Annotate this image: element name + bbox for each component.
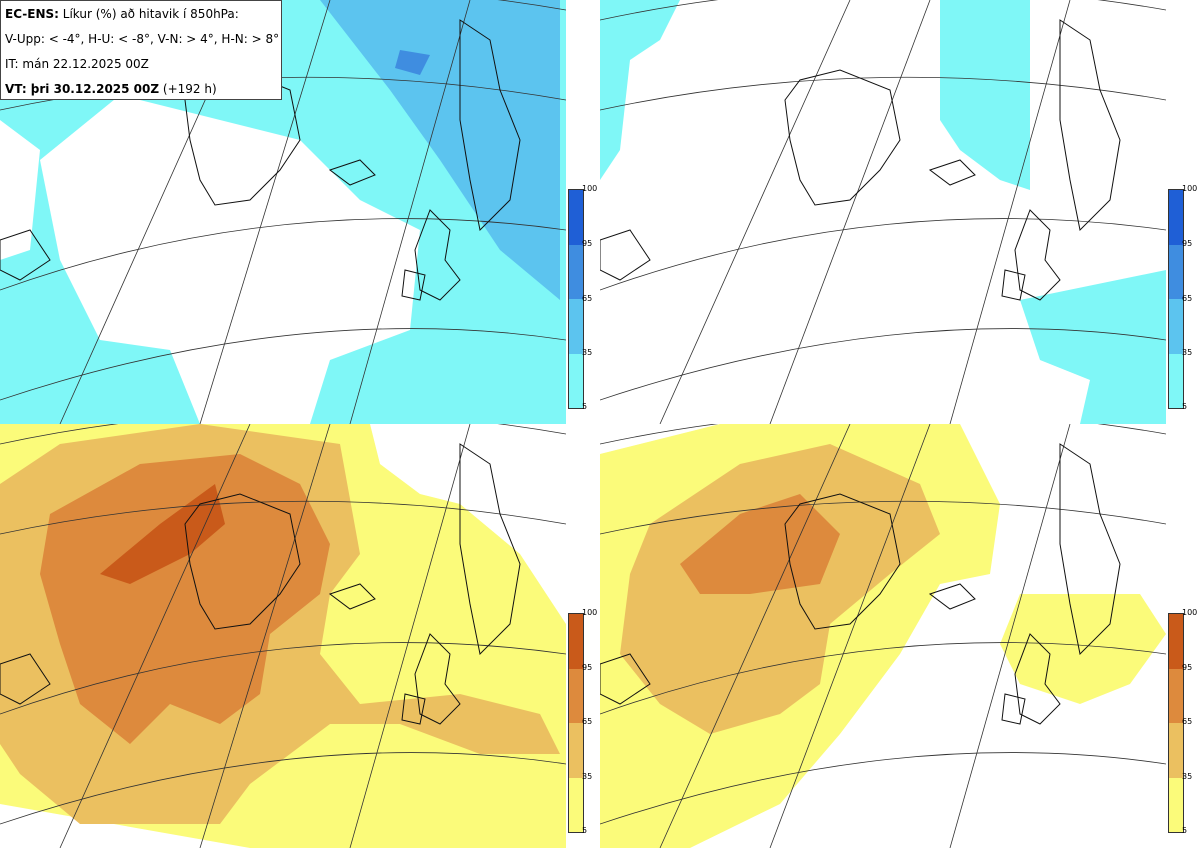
colorbar-tick: 100 [582, 184, 598, 193]
map-panel-warm-8 [600, 424, 1166, 848]
threshold-legend: V-Upp: < -4°, H-U: < -8°, V-N: > 4°, H-N… [5, 32, 280, 46]
map-description: Líkur (%) að hitavik í 850hPa: [62, 7, 239, 21]
map-panel-cold-8 [600, 0, 1166, 424]
colorbar-tick: 35 [582, 348, 593, 357]
colorbar-segment [1169, 777, 1183, 832]
probability-area-high [395, 50, 430, 75]
colorbar-segment [1169, 614, 1183, 669]
coastline [0, 443, 521, 725]
initial-time: IT: mán 22.12.2025 00Z [5, 57, 149, 71]
probability-area-mid [40, 454, 330, 744]
coastline [600, 443, 1121, 725]
colorbar-tick: 65 [582, 717, 593, 726]
colorbar-tick: 65 [582, 294, 593, 303]
colorbar-segment [569, 299, 583, 354]
probability-area-mid [320, 0, 560, 300]
colorbar-segment [569, 353, 583, 408]
colorbar-warm-right [1168, 613, 1184, 833]
colorbar-segment [1169, 353, 1183, 408]
forecast-hours: (+192 h) [162, 82, 217, 96]
valid-time: VT: þri 30.12.2025 00Z [5, 82, 160, 96]
probability-area-high [100, 484, 225, 584]
colorbar-tick: 35 [1182, 348, 1193, 357]
colorbar-segment [1169, 723, 1183, 778]
colorbar-tick: 5 [582, 402, 588, 411]
map-info-box: EC-ENS: Líkur (%) að hitavik í 850hPa: V… [0, 0, 282, 100]
colorbar-segment [1169, 190, 1183, 245]
colorbar-tick: 65 [1182, 294, 1193, 303]
colorbar-tick: 100 [1182, 608, 1198, 617]
colorbar-tick: 5 [1182, 402, 1188, 411]
colorbar-tick: 95 [1182, 663, 1193, 672]
colorbar-tick: 95 [582, 239, 593, 248]
probability-area-low [40, 95, 420, 424]
colorbar-tick: 65 [1182, 717, 1193, 726]
colorbar-segment [569, 614, 583, 669]
colorbar-segment [569, 723, 583, 778]
colorbar-segment [1169, 299, 1183, 354]
coastline [0, 19, 521, 301]
colorbar-segment [569, 777, 583, 832]
map-panel-cold-4: EC-ENS: Líkur (%) að hitavik í 850hPa: V… [0, 0, 566, 424]
colorbar-tick: 100 [582, 608, 598, 617]
colorbar-tick: 95 [582, 663, 593, 672]
colorbar-tick: 5 [1182, 826, 1188, 835]
probability-area-low [600, 0, 680, 180]
colorbar-tick: 5 [582, 826, 588, 835]
model-name: EC-ENS: [5, 7, 59, 21]
coastline [600, 19, 1121, 301]
colorbar-segment [1169, 244, 1183, 299]
colorbar-segment [569, 668, 583, 723]
colorbar-segment [569, 244, 583, 299]
colorbar-tick: 35 [582, 772, 593, 781]
colorbar-tick: 35 [1182, 772, 1193, 781]
colorbar-warm-left [568, 613, 584, 833]
map-panel-warm-4 [0, 424, 566, 848]
colorbar-tick: 95 [1182, 239, 1193, 248]
colorbar-cold-right [1168, 189, 1184, 409]
colorbar-segment [569, 190, 583, 245]
colorbar-segment [1169, 668, 1183, 723]
colorbar-tick: 100 [1182, 184, 1198, 193]
colorbar-cold-left [568, 189, 584, 409]
